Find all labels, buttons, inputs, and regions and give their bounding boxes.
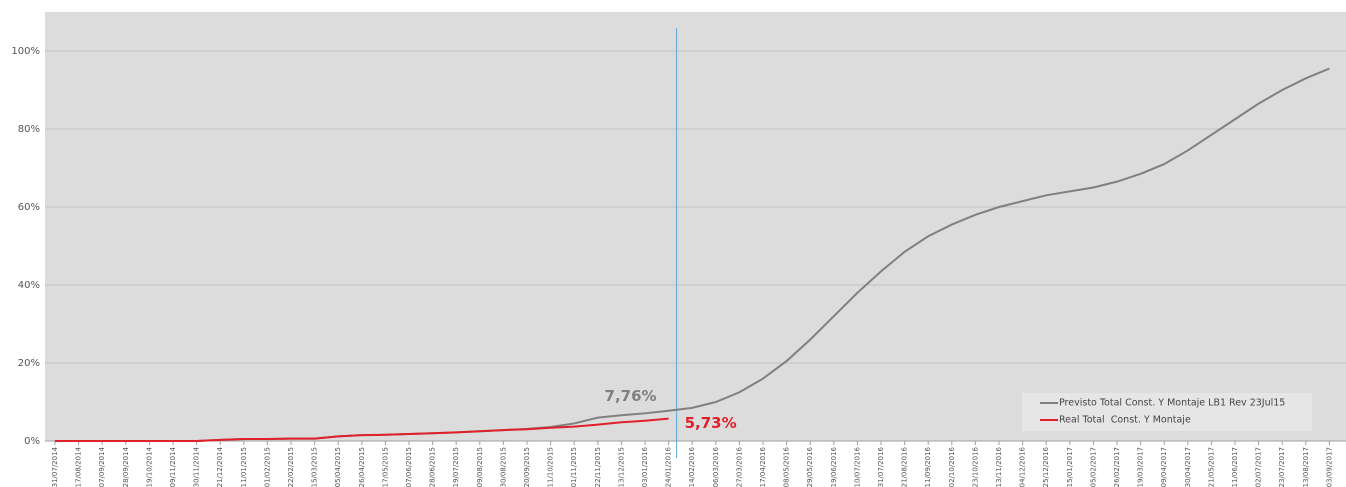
x-tick-label: 11/10/2015	[547, 447, 555, 487]
x-tick-label: 19/03/2017	[1137, 447, 1145, 487]
x-tick-label: 30/08/2015	[499, 447, 507, 487]
legend-label: Previsto Total Const. Y Montaje LB1 Rev …	[1059, 398, 1285, 409]
x-tick-label: 27/03/2016	[735, 446, 743, 487]
x-tick-label: 25/12/2016	[1042, 446, 1050, 487]
x-tick-label: 10/07/2016	[853, 446, 861, 487]
x-tick-label: 02/10/2016	[948, 446, 956, 487]
x-tick-label: 30/04/2017	[1184, 447, 1192, 487]
x-tick-label: 21/05/2017	[1207, 447, 1215, 487]
y-tick-label: 60%	[18, 202, 40, 213]
x-tick-label: 19/10/2014	[145, 446, 153, 487]
x-tick-label: 19/06/2016	[830, 446, 838, 487]
x-tick-label: 09/08/2015	[476, 447, 484, 487]
x-tick-label: 11/09/2016	[924, 446, 932, 487]
x-tick-label: 28/06/2015	[429, 447, 437, 487]
legend-label: Real Total Const. Y Montaje	[1059, 415, 1191, 426]
x-tick-label: 15/01/2017	[1066, 447, 1074, 487]
legend: Previsto Total Const. Y Montaje LB1 Rev …	[1022, 393, 1312, 431]
x-tick-label: 08/05/2016	[783, 446, 791, 487]
plot-area	[45, 12, 1346, 441]
x-tick-label: 20/09/2015	[523, 447, 531, 487]
x-tick-label: 07/06/2015	[405, 447, 413, 487]
x-tick-label: 26/02/2017	[1113, 447, 1121, 487]
x-tick-label: 17/05/2015	[381, 447, 389, 487]
x-tick-label: 24/01/2016	[665, 446, 673, 487]
x-tick-label: 21/08/2016	[901, 446, 909, 487]
x-tick-label: 26/04/2015	[358, 447, 366, 487]
x-tick-label: 21/12/2014	[216, 446, 224, 487]
x-tick-label: 17/08/2014	[75, 446, 83, 487]
y-tick-label: 40%	[18, 280, 40, 291]
series-line	[55, 417, 669, 442]
x-tick-label: 01/11/2015	[570, 447, 578, 487]
x-tick-label: 03/09/2017	[1325, 447, 1333, 487]
x-tick-label: 22/02/2015	[287, 447, 295, 487]
value-label: 5,73%	[685, 414, 737, 432]
x-tick-label: 01/02/2015	[263, 447, 271, 487]
y-tick-label: 0%	[24, 436, 40, 447]
x-tick-label: 11/01/2015	[240, 447, 248, 487]
x-tick-label: 09/04/2017	[1160, 447, 1168, 487]
legend-box	[1022, 393, 1312, 431]
x-tick-label: 07/09/2014	[98, 446, 106, 487]
x-tick-label: 19/07/2015	[452, 447, 460, 487]
x-tick-label: 31/07/2014	[51, 446, 59, 487]
x-tick-label: 22/11/2015	[594, 447, 602, 487]
x-tick-label: 23/07/2017	[1278, 447, 1286, 487]
x-tick-label: 06/03/2016	[712, 446, 720, 487]
x-tick-label: 13/12/2015	[617, 447, 625, 487]
y-tick-label: 20%	[18, 358, 40, 369]
x-tick-label: 29/05/2016	[806, 446, 814, 487]
x-tick-label: 11/06/2017	[1231, 447, 1239, 487]
x-tick-label: 05/04/2015	[334, 447, 342, 487]
x-tick-label: 04/12/2016	[1019, 446, 1027, 487]
x-tick-label: 30/11/2014	[193, 446, 201, 487]
x-tick-label: 05/02/2017	[1089, 447, 1097, 487]
y-tick-label: 100%	[11, 46, 40, 57]
x-tick-label: 17/04/2016	[759, 446, 767, 487]
x-tick-label: 09/11/2014	[169, 446, 177, 487]
x-tick-label: 14/02/2016	[688, 446, 696, 487]
x-tick-label: 31/07/2016	[877, 446, 885, 487]
x-tick-label: 03/01/2016	[641, 446, 649, 487]
x-tick-label: 28/09/2014	[122, 446, 130, 487]
x-tick-label: 13/08/2017	[1302, 447, 1310, 487]
x-tick-label: 15/03/2015	[311, 447, 319, 487]
y-tick-label: 80%	[18, 124, 40, 135]
x-tick-label: 02/07/2017	[1255, 447, 1263, 487]
value-label: 7,76%	[605, 387, 657, 405]
x-tick-label: 23/10/2016	[971, 446, 979, 487]
x-tick-label: 13/11/2016	[995, 446, 1003, 487]
